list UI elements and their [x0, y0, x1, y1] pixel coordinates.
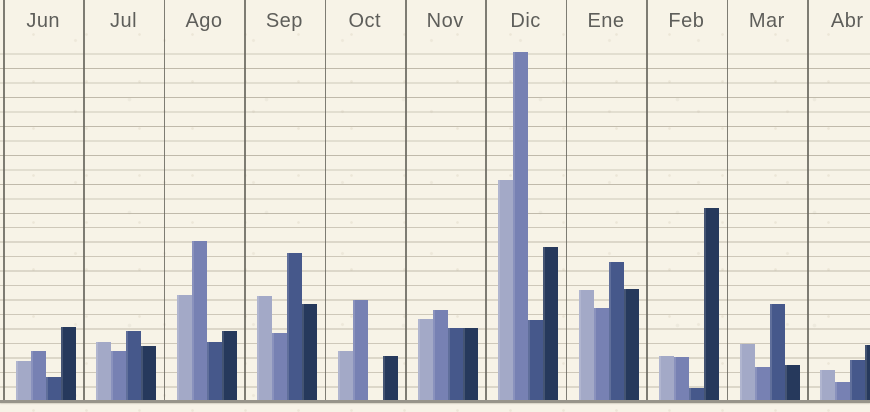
bar-jul-series-3-steel — [126, 331, 142, 402]
column-divider-line — [324, 0, 327, 402]
month-label-ene: Ene — [587, 10, 625, 32]
bar-abr-series-4-navy — [865, 345, 870, 402]
column-divider-line — [244, 0, 246, 402]
bar-jul-series-2-medium — [111, 351, 127, 402]
bar-jul-series-4-navy — [141, 346, 157, 402]
month-label-jul: Jul — [110, 10, 138, 32]
column-divider-line — [405, 0, 407, 402]
bar-jun-series-2-medium — [31, 351, 46, 402]
column-divider-line — [163, 0, 166, 402]
bar-dic-series-1-light — [498, 180, 514, 402]
month-label-nov: Nov — [426, 10, 464, 32]
bar-jun-series-1-light — [16, 361, 31, 402]
bar-dic-series-2-medium — [513, 52, 529, 402]
bar-oct-series-2-medium — [352, 300, 368, 402]
month-label-mar: Mar — [748, 10, 785, 32]
bar-dic-series-4-navy — [543, 247, 559, 402]
bar-ene-series-1-light — [578, 290, 594, 402]
bar-feb-series-3-steel — [689, 388, 705, 402]
bar-mar-series-3-steel — [769, 304, 785, 402]
month-label-oct: Oct — [348, 10, 382, 32]
bar-jun-series-3-steel — [46, 377, 61, 402]
bar-sep-series-3-steel — [287, 253, 303, 402]
bar-mar-series-2-medium — [754, 367, 770, 402]
bar-oct-series-4-navy — [382, 356, 398, 402]
month-label-dic: Dic — [510, 10, 541, 32]
bar-mar-series-4-navy — [784, 365, 800, 402]
month-label-abr: Abr — [830, 10, 864, 32]
bar-abr-series-1-light — [820, 370, 835, 402]
month-label-feb: Feb — [668, 10, 705, 32]
bar-feb-series-1-light — [659, 356, 675, 402]
bar-sep-series-2-medium — [272, 333, 288, 402]
month-label-sep: Sep — [265, 10, 303, 32]
bar-ago-series-1-light — [176, 295, 192, 402]
bar-abr-series-2-medium — [835, 382, 850, 402]
bar-ago-series-3-steel — [206, 342, 222, 402]
bar-ene-series-4-navy — [623, 289, 639, 402]
bar-feb-series-4-navy — [704, 208, 720, 402]
column-divider-line — [485, 0, 487, 402]
bar-mar-series-1-light — [739, 344, 755, 402]
bar-feb-series-2-medium — [674, 357, 690, 402]
bar-jul-series-1-light — [96, 342, 112, 402]
bar-abr-series-3-steel — [850, 360, 865, 402]
bar-nov-series-1-light — [418, 319, 433, 402]
column-divider-line — [646, 0, 648, 402]
column-divider-line — [726, 0, 729, 402]
bar-sep-series-1-light — [257, 296, 273, 402]
bar-ago-series-2-medium — [191, 241, 207, 402]
bar-ene-series-3-steel — [608, 262, 624, 402]
bar-nov-series-3-steel — [448, 328, 463, 402]
column-divider-line — [83, 0, 85, 402]
bar-jun-series-4-navy — [61, 327, 76, 402]
bar-nov-series-4-navy — [463, 328, 478, 402]
bar-nov-series-2-medium — [433, 310, 448, 402]
column-divider-line — [3, 0, 5, 402]
month-label-ago: Ago — [185, 10, 223, 32]
column-divider-line — [565, 0, 568, 402]
bar-sep-series-4-navy — [302, 304, 318, 402]
month-label-jun: Jun — [26, 10, 61, 32]
bar-ene-series-2-medium — [593, 308, 609, 402]
column-divider-line — [807, 0, 809, 402]
bar-dic-series-3-steel — [528, 320, 544, 402]
bar-ago-series-4-navy — [221, 331, 237, 402]
x-axis-baseline — [0, 400, 870, 403]
bar-oct-series-1-light — [337, 351, 353, 402]
